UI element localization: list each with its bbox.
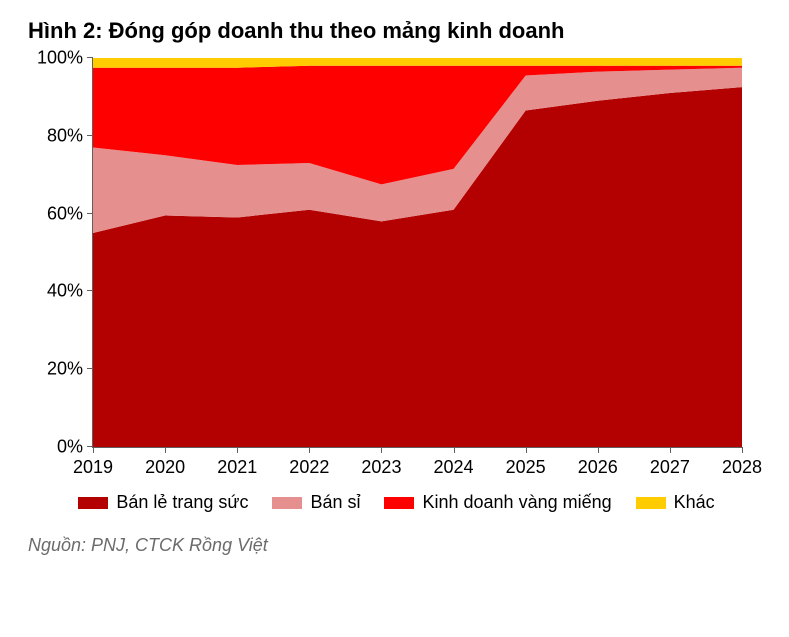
x-tick bbox=[309, 447, 310, 453]
y-axis-label: 20% bbox=[47, 359, 93, 380]
legend: Bán lẻ trang sức Bán sỉ Kinh doanh vàng mi… bbox=[28, 492, 765, 513]
y-axis-label: 100% bbox=[37, 48, 93, 69]
x-tick bbox=[381, 447, 382, 453]
y-axis-label: 60% bbox=[47, 203, 93, 224]
legend-item: Kinh doanh vàng miếng bbox=[384, 492, 611, 513]
x-tick bbox=[598, 447, 599, 453]
source-line: Nguồn: PNJ, CTCK Rồng Việt bbox=[28, 535, 765, 556]
x-tick bbox=[237, 447, 238, 453]
x-tick bbox=[165, 447, 166, 453]
y-axis-label: 40% bbox=[47, 281, 93, 302]
x-tick bbox=[93, 447, 94, 453]
y-tick bbox=[87, 213, 93, 214]
legend-label: Bán lẻ trang sức bbox=[116, 492, 248, 513]
legend-swatch bbox=[78, 497, 108, 509]
y-tick bbox=[87, 135, 93, 136]
legend-label: Khác bbox=[674, 492, 715, 513]
y-axis-label: 80% bbox=[47, 125, 93, 146]
legend-swatch bbox=[636, 497, 666, 509]
stacked-area-svg bbox=[93, 58, 742, 447]
x-tick bbox=[670, 447, 671, 453]
legend-item: Khác bbox=[636, 492, 715, 513]
y-tick bbox=[87, 57, 93, 58]
legend-swatch bbox=[384, 497, 414, 509]
x-tick bbox=[742, 447, 743, 453]
legend-item: Bán sỉ bbox=[272, 492, 360, 513]
x-tick bbox=[454, 447, 455, 453]
legend-label: Kinh doanh vàng miếng bbox=[422, 492, 611, 513]
y-tick bbox=[87, 368, 93, 369]
x-tick bbox=[526, 447, 527, 453]
plot-area: 0%20%40%60%80%100%2019202020212022202320… bbox=[92, 58, 742, 448]
legend-swatch bbox=[272, 497, 302, 509]
legend-item: Bán lẻ trang sức bbox=[78, 492, 248, 513]
legend-label: Bán sỉ bbox=[310, 492, 360, 513]
y-tick bbox=[87, 290, 93, 291]
chart-title: Hình 2: Đóng góp doanh thu theo mảng kin… bbox=[28, 18, 765, 44]
chart-container: 0%20%40%60%80%100%2019202020212022202320… bbox=[28, 58, 765, 513]
